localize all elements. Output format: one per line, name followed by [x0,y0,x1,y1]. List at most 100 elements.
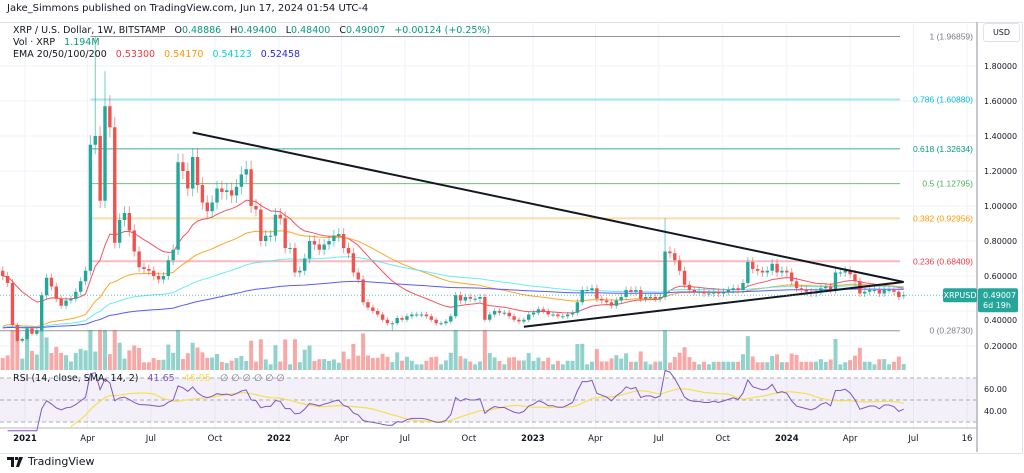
candle [473,295,477,303]
candle [88,135,93,276]
price-tick-label: 1.80000 [984,62,1017,71]
volume-bar [760,362,765,370]
candle-body [337,234,341,236]
volume-bar [419,364,424,370]
price-tick-label: 0.80000 [984,237,1017,246]
candle [731,284,735,294]
volume-bar [205,357,210,370]
candle-body [629,290,633,292]
candle-body [755,269,760,271]
volume-label[interactable]: Vol · XRP [13,37,56,48]
volume-bar [317,359,322,370]
symbol-badge-text: XRPUSD [944,291,977,300]
candle-body [103,106,107,201]
rsi-value: 41.65 [147,373,175,384]
volume-bar [814,361,819,370]
rsi-empty-values: ∅ ∅ ∅ ∅ ∅ ∅ [219,373,285,384]
volume-bar [322,359,327,370]
candle-body [658,297,662,299]
candle [502,310,507,316]
volume-bar [443,360,448,370]
candle-body [721,291,726,294]
volume-bar [706,364,711,370]
trendline [192,131,904,283]
candle-body [244,169,248,175]
candle [478,293,482,303]
volume-bar [229,360,234,370]
candle [595,284,599,303]
candle-body [390,323,395,325]
candle [190,148,195,197]
candle-body [619,297,623,301]
candle [483,293,487,323]
ema-label[interactable]: EMA 20/50/100/200 [13,49,107,60]
candle-body [833,272,838,290]
volume-bar [541,361,546,370]
open-label: O [174,25,182,36]
candle-body [54,286,59,299]
candle [132,224,136,257]
candle-body [824,286,828,289]
candle [687,280,692,294]
candle [677,255,682,276]
volume-bar [512,357,517,370]
volume-bar [107,354,112,370]
candle [707,290,711,297]
candle-body [424,314,429,317]
candle-body [181,162,185,171]
candle [215,180,219,210]
volume-bar [896,356,901,370]
currency-button[interactable]: USD [983,23,1020,42]
tradingview-logo[interactable]: TradingView [7,455,94,468]
candle [83,266,88,286]
volume-bar [736,361,741,370]
volume-bar [400,360,405,370]
rsi-label[interactable]: RSI (14, close, SMA, 14, 2) [13,373,139,384]
candle-body [64,300,68,306]
candle-body [88,144,93,271]
rsi-sma-value: 45.95 [183,373,211,384]
candle [239,166,244,195]
candle [25,326,29,341]
candle-body [663,251,667,297]
candle-body [205,202,209,212]
volume-bar [492,357,497,370]
candle-body [492,311,497,315]
volume-bar [697,364,702,370]
candle [30,326,34,336]
candle [93,36,97,155]
candle [575,299,580,316]
volume-bar [156,359,161,370]
candle [526,311,531,323]
candle-body [546,311,550,315]
volume-bar [482,330,487,370]
candle-body [473,298,477,300]
candle-body [653,297,658,299]
volume-bar [215,354,220,370]
volume-bar [833,339,838,370]
candle-body [624,290,628,297]
volume-bar [278,361,283,370]
symbol-title[interactable]: XRP / U.S. Dollar, 1W, BITSTAMP [13,25,166,36]
candle [789,268,794,286]
volume-bar [628,361,633,370]
volume-bar [755,362,760,370]
trendlines[interactable] [192,131,904,328]
fib-retracement[interactable]: 1 (1.96859) 0.786 (1.60880) 0.618 (1.32634… [0,31,973,336]
volume-bar [672,357,677,370]
volume-bar [867,361,872,370]
volume-bar [424,360,429,370]
time-tick-label: Jul [653,434,664,444]
time-tick-label: Jul [907,434,918,444]
candle [20,337,24,343]
candle-body [254,206,258,210]
candle [648,293,653,301]
candle [39,291,44,333]
volume-bar [244,360,249,370]
candle-body [707,293,711,295]
candle [536,306,541,316]
candle-body [83,270,88,282]
volume-bar [585,364,590,370]
fib-level-label: 0.5 (1.12795) [922,179,973,189]
